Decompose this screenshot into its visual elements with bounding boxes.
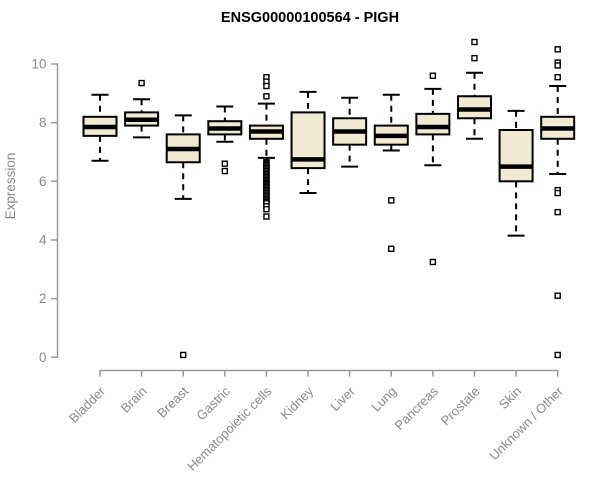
outlier-marker [554,189,561,197]
y-tick-label: 2 [39,291,47,306]
boxplot-group [456,38,492,140]
outlier-marker [554,73,561,81]
outlier-marker [554,62,561,69]
boxplot-group [373,93,409,252]
y-tick-label: 6 [39,174,47,189]
outlier-marker [388,245,395,252]
y-tick-label: 0 [39,350,47,365]
boxplot-group [82,93,118,162]
boxplot-group [124,79,160,139]
outlier-marker [554,351,561,359]
outlier-marker [221,160,229,167]
outlier-marker [221,167,229,175]
x-tick-label: Prostate [438,384,483,429]
boxplot-group [498,109,534,237]
boxplot-group [415,72,451,266]
outlier-marker [138,79,145,87]
boxplot-group [540,46,576,359]
boxplot-group [165,114,201,359]
boxplot-group [248,73,284,220]
boxplot-group [332,96,368,168]
y-tick-label: 10 [31,57,46,72]
outlier-marker [554,46,561,53]
outlier-marker [429,72,437,79]
outlier-marker [429,258,437,266]
boxplot-group [207,105,243,175]
outlier-marker [180,351,187,359]
outlier-marker [263,213,270,220]
x-tick-label: Unknown / Other [486,383,566,463]
x-tick-label: Skin [496,384,524,412]
x-tick-label: Kidney [277,383,316,422]
iqr-box [498,128,534,183]
boxplots [82,38,576,359]
outlier-marker [263,93,270,100]
outlier-marker [263,82,270,90]
x-tick-label: Gastric [193,383,233,423]
outlier-marker [471,38,478,46]
x-tick-label: Breast [154,383,191,420]
y-tick-label: 4 [39,232,47,247]
outlier-marker [554,208,561,216]
iqr-box [415,112,451,136]
outlier-marker [388,197,395,204]
x-tick-label: Pancreas [392,383,442,433]
outlier-marker [263,205,270,213]
outlier-marker [554,292,561,299]
x-tick-label: Bladder [66,383,109,426]
axes: 0 2 4 6 8 10 [31,57,559,377]
y-tick-label: 8 [39,115,47,130]
outlier-marker [471,54,478,62]
y-axis-label: Expression [3,153,18,220]
x-tick-label: Liver [327,383,358,414]
boxplot-group [290,90,326,195]
x-tick-label: Brain [118,384,150,416]
chart-title: ENSG00000100564 - PIGH [221,10,399,26]
x-tick-label: Lung [368,384,399,415]
